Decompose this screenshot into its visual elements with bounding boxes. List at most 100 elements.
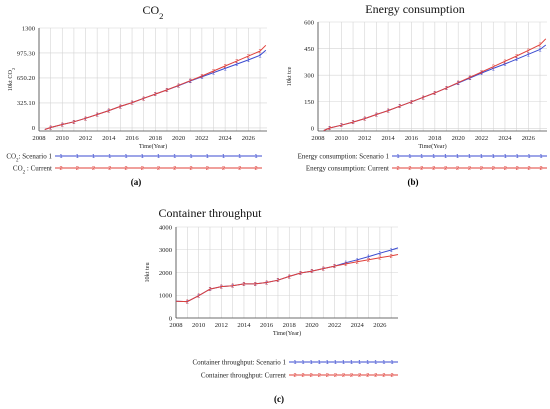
series-marker-1: 1 <box>49 126 52 132</box>
x-tick-label: 2022 <box>195 135 208 142</box>
x-tick-label: 2010 <box>56 135 70 142</box>
series-marker-2: 2 <box>515 54 518 60</box>
legend-marker-2: 2 <box>326 373 329 379</box>
legend-marker-1: 1 <box>374 360 377 366</box>
legend-marker-1: 1 <box>480 154 483 160</box>
series-marker-2: 2 <box>189 79 192 85</box>
legend-marker-1: 1 <box>238 154 241 160</box>
series-marker-2: 2 <box>457 81 460 87</box>
x-tick-label: 2024 <box>351 322 365 329</box>
legend-marker-2: 2 <box>432 166 435 172</box>
legend-marker-1: 1 <box>318 360 321 366</box>
series-marker-2: 2 <box>410 100 413 106</box>
series-marker-1: 1 <box>200 75 203 81</box>
series-marker-2: 2 <box>208 287 211 293</box>
legend-marker-2: 2 <box>382 373 385 379</box>
series-marker-1: 1 <box>375 113 378 119</box>
series-marker-2: 2 <box>363 117 366 123</box>
series-marker-1: 1 <box>503 62 506 68</box>
series-marker-1: 1 <box>208 287 211 293</box>
series-marker-1: 1 <box>333 264 336 270</box>
series-marker-1: 1 <box>96 112 99 118</box>
series-marker-2: 2 <box>231 284 234 290</box>
series-marker-1: 1 <box>189 79 192 85</box>
legend-marker-1: 1 <box>293 360 296 366</box>
series-marker-1: 1 <box>242 282 245 288</box>
x-tick-label: 2020 <box>305 322 319 329</box>
series-marker-1: 1 <box>142 96 145 102</box>
legend-marker-1: 1 <box>456 154 459 160</box>
legend-marker-1: 1 <box>408 154 411 160</box>
legend-marker-2: 2 <box>468 166 471 172</box>
series-marker-1: 1 <box>515 57 518 63</box>
legend-marker-1: 1 <box>468 154 471 160</box>
y-tick-label: 450 <box>304 46 315 53</box>
legend-marker-2: 2 <box>189 166 192 172</box>
series-marker-2: 2 <box>398 104 401 110</box>
series-marker-1: 1 <box>258 53 261 59</box>
series-marker-2: 2 <box>212 69 215 75</box>
series-marker-1: 1 <box>299 271 302 277</box>
y-tick-label: 300 <box>304 72 315 79</box>
series-marker-2: 2 <box>375 113 378 119</box>
x-tick-label: 2022 <box>328 322 341 329</box>
x-axis-label: Time(Year) <box>273 330 301 337</box>
legend-marker-1: 1 <box>492 154 495 160</box>
series-marker-1: 1 <box>235 62 238 68</box>
series-marker-2: 2 <box>119 104 122 110</box>
series-marker-2: 2 <box>72 120 75 126</box>
series-marker-2: 2 <box>165 88 168 94</box>
series-marker-1: 1 <box>131 101 134 107</box>
series-marker-2: 2 <box>492 65 495 71</box>
legend-marker-2: 2 <box>492 166 495 172</box>
x-tick-label: 2008 <box>311 135 325 142</box>
series-marker-2: 2 <box>422 95 425 101</box>
series-marker-1: 1 <box>177 84 180 90</box>
series-marker-1: 1 <box>468 76 471 82</box>
series-marker-2: 2 <box>200 74 203 80</box>
series-marker-1: 1 <box>224 66 227 72</box>
series-marker-1: 1 <box>390 248 393 254</box>
series-marker-2: 2 <box>276 278 279 284</box>
y-tick-label: 975.30 <box>17 50 36 57</box>
series-marker-2: 2 <box>84 116 87 122</box>
series-marker-1: 1 <box>119 104 122 110</box>
series-marker-1: 1 <box>352 120 355 126</box>
legend-marker-2: 2 <box>206 166 209 172</box>
y-tick-label: 4000 <box>159 224 173 231</box>
y-tick-label: 600 <box>304 19 315 26</box>
legend-label-2: Energy consumption: Current <box>306 165 389 173</box>
x-tick-label: 2026 <box>373 322 387 329</box>
legend-label-2: CO2 : Current <box>13 165 52 176</box>
series-marker-2: 2 <box>265 281 268 287</box>
legend-marker-2: 2 <box>302 373 305 379</box>
series-marker-1: 1 <box>154 92 157 98</box>
series-marker-2: 2 <box>367 258 370 264</box>
series-marker-1: 1 <box>107 109 110 115</box>
legend-marker-1: 1 <box>254 154 257 160</box>
x-tick-label: 2020 <box>172 135 186 142</box>
series-marker-1: 1 <box>363 117 366 123</box>
series-marker-2: 2 <box>344 262 347 268</box>
legend-marker-1: 1 <box>59 154 62 160</box>
series-marker-1: 1 <box>231 284 234 290</box>
series-marker-1: 1 <box>165 88 168 94</box>
y-tick-label: 650.20 <box>17 75 36 82</box>
series-marker-1: 1 <box>387 109 390 115</box>
legend-label-1: Energy consumption: Scenario 1 <box>298 153 390 161</box>
x-tick-label: 2018 <box>428 135 442 142</box>
legend-marker-1: 1 <box>444 154 447 160</box>
x-axis-label: Time(Year) <box>418 143 446 150</box>
legend-marker-1: 1 <box>189 154 192 160</box>
series-marker-2: 2 <box>220 285 223 291</box>
legend-label-1: CO2: Scenario 1 <box>6 153 52 164</box>
legend-marker-1: 1 <box>516 154 519 160</box>
series-marker-2: 2 <box>328 126 331 132</box>
series-marker-1: 1 <box>61 122 64 128</box>
chart-title: Energy consumption <box>365 2 464 16</box>
x-tick-label: 2014 <box>102 135 116 142</box>
series-marker-1: 1 <box>378 251 381 257</box>
legend-marker-1: 1 <box>396 154 399 160</box>
